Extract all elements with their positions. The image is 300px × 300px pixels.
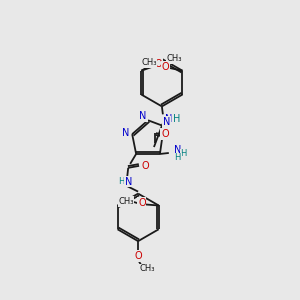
Text: N: N xyxy=(124,177,132,187)
Text: H: H xyxy=(181,149,187,158)
Text: H: H xyxy=(173,114,180,124)
Text: H: H xyxy=(118,177,124,186)
Text: O: O xyxy=(154,59,162,69)
Text: N: N xyxy=(163,117,170,127)
Text: N: N xyxy=(165,114,172,124)
Text: O: O xyxy=(134,251,142,261)
Text: CH₃: CH₃ xyxy=(141,58,157,67)
Text: O: O xyxy=(162,62,170,72)
Text: CH₃: CH₃ xyxy=(139,264,155,273)
Text: N: N xyxy=(122,128,129,138)
Text: N: N xyxy=(140,111,147,121)
Text: N: N xyxy=(174,145,182,155)
Text: O: O xyxy=(161,129,169,139)
Text: O: O xyxy=(141,161,149,171)
Text: CH₃: CH₃ xyxy=(118,197,134,206)
Text: O: O xyxy=(138,197,146,208)
Text: CH₃: CH₃ xyxy=(166,54,182,63)
Text: H: H xyxy=(175,153,181,162)
